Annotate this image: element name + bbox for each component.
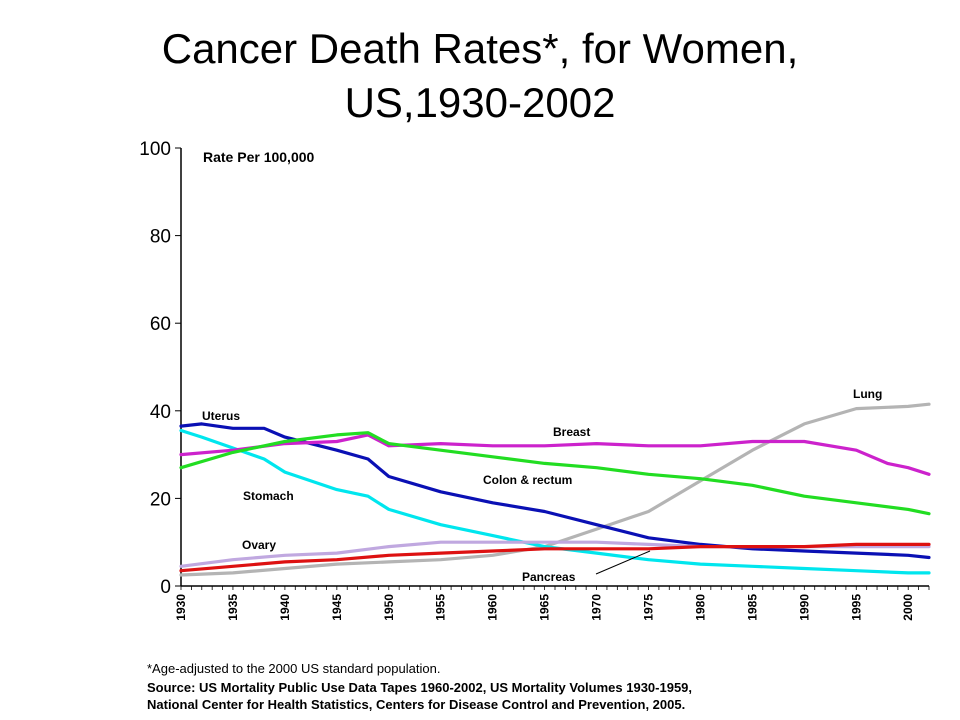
series-line-lung — [179, 402, 931, 577]
series-line-colon-rectum — [179, 431, 931, 516]
x-tick-label: 1940 — [278, 594, 292, 621]
series-lines — [179, 402, 931, 577]
footnote-agency: National Center for Health Statistics, C… — [147, 697, 686, 712]
pancreas-leader-line — [595, 550, 651, 575]
footnote-source: Source: US Mortality Public Use Data Tap… — [147, 680, 693, 695]
x-tick-label: 1930 — [174, 594, 188, 621]
series-line-stomach — [179, 428, 931, 575]
axes: 0 20 40 60 80 100 1930 1935 1940 1945 1950 1955 1960… — [139, 139, 930, 621]
x-tick-label: 1945 — [330, 594, 344, 621]
title-line-1: Cancer Death Rates*, for Women, — [161, 25, 799, 72]
title-line-2: US,1930-2002 — [344, 79, 616, 126]
series-label-breast: Breast — [553, 425, 590, 439]
chart-title: Cancer Death Rates*, for Women, US,1930-… — [60, 22, 900, 130]
y-tick-label: 100 — [139, 139, 171, 160]
series-label-pancreas: Pancreas — [522, 570, 576, 584]
x-tick-label: 1990 — [797, 594, 811, 621]
x-tick-label: 2000 — [901, 594, 915, 621]
y-tick-label: 40 — [150, 402, 171, 423]
x-tick-label: 1985 — [745, 594, 759, 621]
series-line-pancreas — [179, 542, 931, 573]
x-tick-label: 1980 — [693, 594, 707, 621]
x-tick-label: 1960 — [486, 594, 500, 621]
x-tick-label: 1995 — [849, 594, 863, 621]
y-tick-label: 80 — [150, 227, 171, 248]
y-tick-label: 60 — [150, 314, 171, 335]
series-label-lung: Lung — [853, 387, 882, 401]
x-tick-label: 1970 — [590, 594, 604, 621]
series-line-uterus — [179, 422, 931, 560]
x-tick-label: 1950 — [382, 594, 396, 621]
y-tick-label: 20 — [150, 489, 171, 510]
series-label-colon-rectum: Colon & rectum — [483, 473, 572, 487]
x-tick-label: 1955 — [434, 594, 448, 621]
series-label-stomach: Stomach — [243, 489, 294, 503]
y-axis-label: Rate Per 100,000 — [203, 149, 315, 165]
series-line-breast — [179, 433, 931, 476]
x-tick-label: 1965 — [538, 594, 552, 621]
footnote-age-adjusted: *Age-adjusted to the 2000 US standard po… — [147, 661, 441, 676]
series-label-uterus: Uterus — [202, 409, 240, 423]
x-tick-label: 1975 — [642, 594, 656, 621]
x-tick-label: 1935 — [226, 594, 240, 621]
series-label-ovary: Ovary — [242, 538, 276, 552]
series-labels: Lung Uterus Breast Colon & rectum Stomach Ova… — [202, 387, 882, 584]
y-tick-label: 0 — [160, 577, 171, 598]
